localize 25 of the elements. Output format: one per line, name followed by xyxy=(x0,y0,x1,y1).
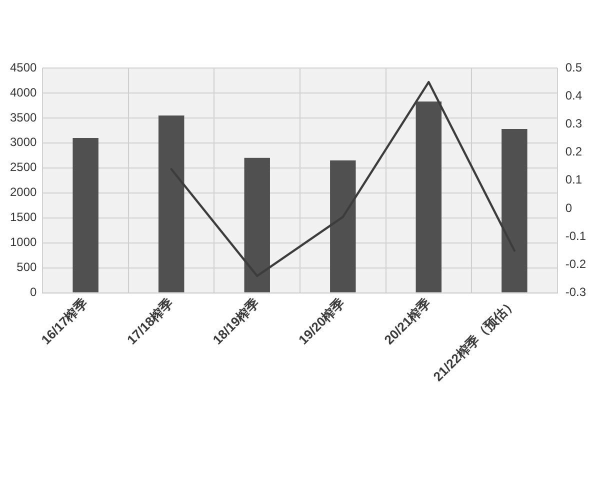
y2-tick-label: -0.2 xyxy=(565,257,586,272)
y-tick-label: 4500 xyxy=(10,60,38,74)
y2-tick-label: 0.3 xyxy=(565,116,582,131)
y2-tick-label: -0.3 xyxy=(565,285,586,300)
y-tick-label: 3500 xyxy=(10,110,38,124)
bar xyxy=(330,160,356,292)
bar xyxy=(72,138,98,292)
bar xyxy=(244,158,270,292)
y-tick-label: 2500 xyxy=(10,160,38,174)
y-tick-label: 500 xyxy=(16,260,38,274)
bar xyxy=(502,128,528,292)
y2-tick-label: 0.1 xyxy=(565,172,582,187)
y-tick-label: 1500 xyxy=(10,210,38,224)
y-tick-label: 3000 xyxy=(10,135,38,150)
y2-tick-label: 0 xyxy=(565,200,572,215)
y-tick-label: 1000 xyxy=(10,235,38,250)
y2-tick-label: 0.2 xyxy=(565,144,582,159)
y-tick-label: 0 xyxy=(30,285,38,300)
y-tick-label: 2000 xyxy=(10,185,38,200)
y2-tick-label: -0.1 xyxy=(565,228,586,243)
y2-tick-label: 0.5 xyxy=(565,60,582,74)
y-tick-label: 4000 xyxy=(10,85,38,100)
y2-tick-label: 0.4 xyxy=(565,88,582,102)
bar xyxy=(158,115,184,292)
bar xyxy=(416,101,442,292)
